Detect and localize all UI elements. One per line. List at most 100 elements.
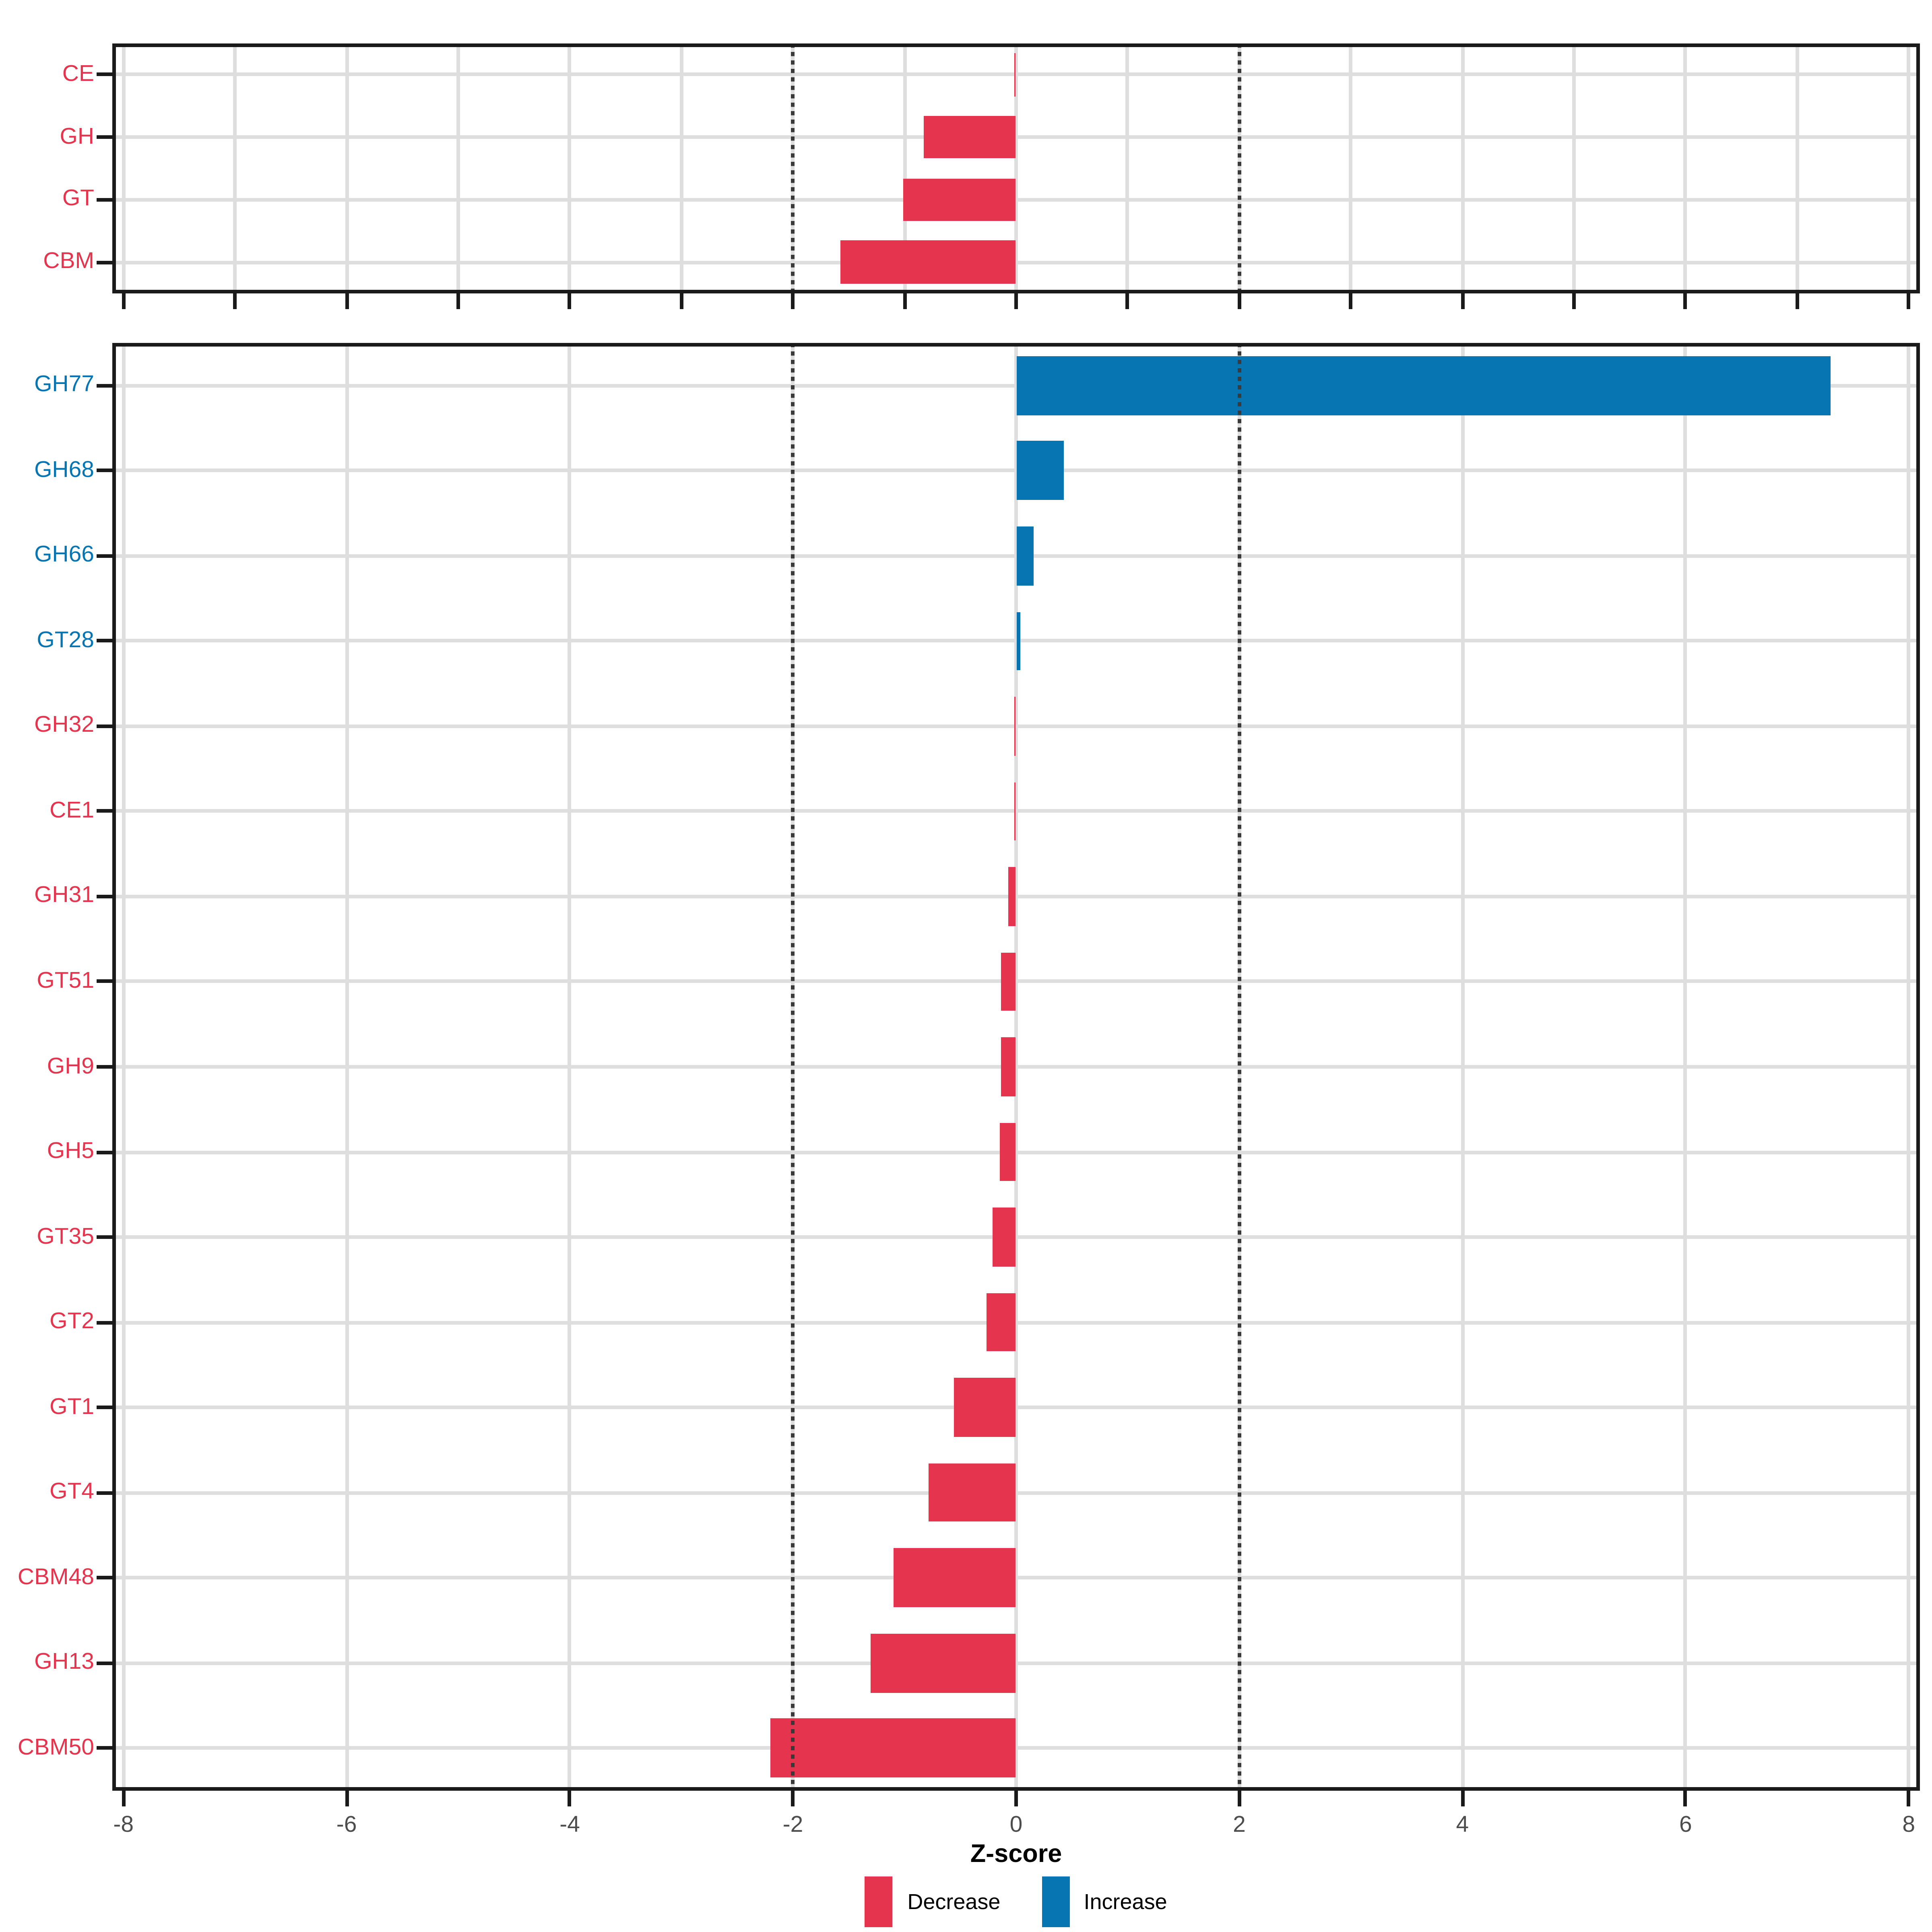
y-axis-tick [97, 1746, 112, 1750]
x-axis-tick [1572, 293, 1576, 309]
legend-swatch-increase [1041, 1876, 1069, 1927]
bar-GT35 [993, 1208, 1016, 1267]
gridline-vertical [1349, 43, 1353, 293]
y-axis-tick [97, 73, 112, 77]
y-axis-tick [97, 639, 112, 643]
y-axis-label-GH9: GH9 [47, 1053, 94, 1079]
x-axis-tick [122, 1791, 126, 1806]
y-axis-label-CE1: CE1 [50, 798, 94, 824]
y-axis-label-GH32: GH32 [34, 713, 94, 739]
bar-GH5 [999, 1123, 1016, 1182]
y-axis-label-GT35: GT35 [37, 1224, 94, 1249]
x-axis-tick [1907, 293, 1911, 309]
bar-CBM48 [893, 1548, 1016, 1607]
gridline-horizontal [112, 73, 1920, 77]
x-axis-tick [122, 293, 126, 309]
y-axis-label-GT2: GT2 [50, 1309, 94, 1335]
bar-GT2 [987, 1293, 1016, 1352]
reference-line-dotted [791, 43, 795, 293]
y-axis-label-GH77: GH77 [34, 372, 94, 398]
gridline-horizontal [112, 809, 1920, 813]
gridline-vertical [679, 43, 683, 293]
x-axis-tick [345, 293, 349, 309]
y-axis-label-GH66: GH66 [34, 542, 94, 568]
gridline-horizontal [112, 1150, 1920, 1154]
x-axis-tick [1460, 293, 1464, 309]
gridline-vertical [233, 43, 237, 293]
y-axis-label-GH5: GH5 [47, 1139, 94, 1164]
y-axis-tick [97, 1065, 112, 1069]
y-axis-label-CE: CE [62, 61, 94, 87]
gridline-horizontal [112, 1661, 1920, 1665]
panel-families [112, 343, 1920, 1791]
x-axis-tick [1237, 1791, 1241, 1806]
y-axis-tick [97, 135, 112, 139]
legend-item-increase: Increase [1041, 1876, 1167, 1927]
x-axis-tick-label: -4 [559, 1812, 580, 1838]
bar-GH13 [871, 1633, 1016, 1693]
bar-GH31 [1008, 867, 1016, 926]
y-axis-label-GH: GH [60, 124, 95, 149]
gridline-horizontal [112, 260, 1920, 264]
gridline-vertical [1126, 43, 1130, 293]
gridline-horizontal [112, 1320, 1920, 1324]
gridline-horizontal [112, 1235, 1920, 1239]
y-axis-tick [97, 469, 112, 473]
x-axis-tick [1349, 293, 1353, 309]
x-axis-tick [679, 293, 683, 309]
gridline-vertical [1684, 43, 1688, 293]
y-axis-label-GH13: GH13 [34, 1649, 94, 1675]
gridline-horizontal [112, 724, 1920, 728]
reference-line-dotted [1238, 343, 1241, 1791]
y-axis-tick [97, 724, 112, 728]
y-axis-tick [97, 1661, 112, 1665]
bar-GH77 [1016, 356, 1831, 415]
y-axis-tick [97, 1576, 112, 1580]
gridline-horizontal [112, 894, 1920, 898]
x-axis-tick [456, 293, 460, 309]
panel-classes [112, 43, 1920, 293]
x-axis-tick [1460, 1791, 1464, 1806]
x-axis-tick-label: 4 [1456, 1812, 1469, 1838]
gridline-horizontal [112, 980, 1920, 984]
bar-GH9 [1000, 1037, 1016, 1096]
legend-item-decrease: Decrease [865, 1876, 1001, 1927]
x-axis-tick [1684, 1791, 1688, 1806]
x-axis-tick [1795, 293, 1799, 309]
gridline-vertical [345, 43, 349, 293]
bar-CE [1014, 53, 1016, 97]
y-axis-tick [97, 894, 112, 898]
gridline-horizontal [112, 198, 1920, 202]
gridline-vertical [1460, 43, 1464, 293]
gridline-vertical [456, 43, 460, 293]
y-axis-tick [97, 554, 112, 558]
y-axis-tick [97, 384, 112, 388]
x-axis-tick [902, 293, 906, 309]
x-axis-tick [233, 293, 237, 309]
y-axis-tick [97, 198, 112, 202]
y-axis-tick [97, 809, 112, 813]
y-axis-label-GH68: GH68 [34, 457, 94, 483]
y-axis-label-CBM48: CBM48 [17, 1565, 94, 1590]
x-axis-tick-label: 6 [1679, 1812, 1692, 1838]
y-axis-tick [97, 980, 112, 984]
bar-GH66 [1016, 526, 1034, 585]
y-axis-label-GT28: GT28 [37, 627, 94, 653]
x-axis-tick [568, 1791, 572, 1806]
gridline-vertical [1572, 43, 1576, 293]
y-axis-tick [97, 1235, 112, 1239]
gridline-vertical [568, 43, 572, 293]
x-axis-tick-label: 2 [1233, 1812, 1246, 1838]
bar-GH32 [1014, 697, 1016, 756]
gridline-vertical [1795, 43, 1799, 293]
bar-GT1 [954, 1378, 1016, 1437]
y-axis-tick [97, 1490, 112, 1494]
gridline-horizontal [112, 1406, 1920, 1410]
bar-GT [903, 178, 1016, 221]
x-axis-tick [345, 1791, 349, 1806]
y-axis-label-CBM50: CBM50 [17, 1735, 94, 1761]
x-axis-tick-label: 0 [1009, 1812, 1023, 1838]
bar-CBM50 [770, 1719, 1016, 1778]
